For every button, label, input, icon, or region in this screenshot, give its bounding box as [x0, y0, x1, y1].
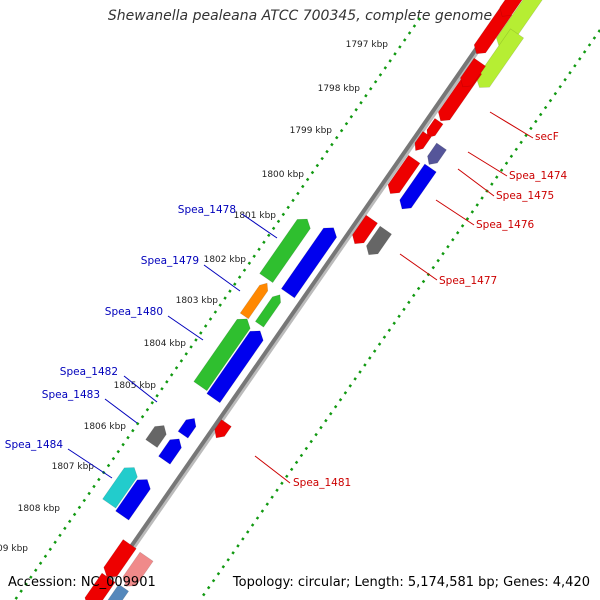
gene-navy	[427, 142, 447, 165]
gene-leader-line	[67, 448, 113, 479]
gene-red	[387, 154, 421, 195]
gene-label[interactable]: Spea_1476	[476, 219, 535, 231]
gene-leader-line	[203, 264, 241, 292]
gene-features	[84, 0, 543, 600]
gene-blue	[115, 479, 151, 521]
scale-tick-label: 1806 kbp	[84, 422, 127, 432]
backbone	[92, 0, 512, 600]
gene-pink	[122, 551, 154, 587]
gene-blue	[158, 438, 182, 465]
scale-tick-label: 1802 kbp	[204, 255, 247, 265]
gene-leader-line	[167, 315, 204, 341]
gene-label[interactable]: Spea_1477	[439, 275, 497, 287]
gene-gray	[145, 425, 167, 448]
gene-red	[84, 572, 116, 600]
gene-red	[426, 117, 444, 139]
scale-tick-label: 1801 kbp	[234, 211, 277, 221]
gene-leader-line	[399, 253, 438, 281]
gene-label[interactable]: secF	[535, 131, 559, 143]
gene-leader-line	[435, 199, 475, 226]
gene-blue	[280, 227, 337, 299]
gene-gray	[366, 225, 392, 256]
scale-tick-label: 1804 kbp	[144, 339, 187, 349]
accession-text: Accession: NC_009901	[8, 575, 156, 590]
gene-spea1479-orange	[239, 282, 269, 320]
gene-leader-line	[457, 168, 495, 197]
scale-tick-label: 1809 kbp	[0, 544, 28, 554]
scale-tick-label: 1803 kbp	[176, 296, 219, 306]
gene-label[interactable]: Spea_1482	[60, 366, 118, 378]
gene-label[interactable]: Spea_1481	[293, 477, 351, 489]
topology-summary: Topology: circular; Length: 5,174,581 bp…	[232, 575, 590, 590]
gene-red	[352, 214, 378, 245]
scale-tick-label: 1797 kbp	[346, 40, 389, 50]
gene-blue	[177, 417, 197, 439]
gene-label-leaders	[67, 111, 534, 484]
scale-tick-label: 1805 kbp	[114, 381, 157, 391]
gene-leader-line	[254, 455, 291, 484]
scale-tick-label: 1799 kbp	[290, 126, 333, 136]
gene-spea1478-green	[259, 218, 311, 284]
gene-label[interactable]: Spea_1475	[496, 190, 554, 202]
gene-label[interactable]: Spea_1483	[42, 389, 100, 401]
gene-spea1484-cyan	[102, 467, 138, 509]
scale-tick-label: 1807 kbp	[52, 462, 95, 472]
gene-blue	[399, 163, 437, 210]
gene-leader-line	[123, 375, 158, 403]
gene-red	[499, 0, 523, 17]
gene-label[interactable]: Spea_1474	[509, 170, 568, 182]
scale-tick-label: 1798 kbp	[318, 84, 361, 94]
gene-green	[254, 294, 281, 328]
gene-spea1480-green	[193, 318, 251, 392]
map-title: Shewanella pealeana ATCC 700345, complet…	[107, 8, 493, 24]
gene-red	[460, 57, 486, 88]
scale-tick-label: 1800 kbp	[262, 170, 305, 180]
gene-leader-line	[489, 111, 534, 139]
gene-blue	[206, 330, 264, 404]
tick-guide-inner	[198, 29, 600, 600]
gene-label[interactable]: Spea_1478	[178, 204, 236, 216]
gene-leader-line	[467, 151, 508, 177]
scale-tick-label: 1808 kbp	[18, 504, 61, 514]
gene-label[interactable]: Spea_1480	[105, 306, 163, 318]
gene-labels: secF Spea_1474 Spea_1475 Spea_1476 Spea_1477…	[5, 131, 568, 489]
scale-ticks: 1797 kbp 1798 kbp 1799 kbp 1800 kbp 1801 kbp…	[0, 40, 388, 554]
gene-steelblue	[107, 583, 130, 600]
gene-label[interactable]: Spea_1479	[141, 255, 199, 267]
gene-label[interactable]: Spea_1484	[5, 439, 64, 451]
gene-leader-line	[104, 398, 138, 424]
tick-guide-outer	[13, 17, 422, 600]
gene-red	[103, 539, 137, 578]
gene-leader-line	[241, 213, 278, 239]
gene-spea1481-red	[214, 419, 232, 439]
gene-red	[414, 130, 432, 152]
